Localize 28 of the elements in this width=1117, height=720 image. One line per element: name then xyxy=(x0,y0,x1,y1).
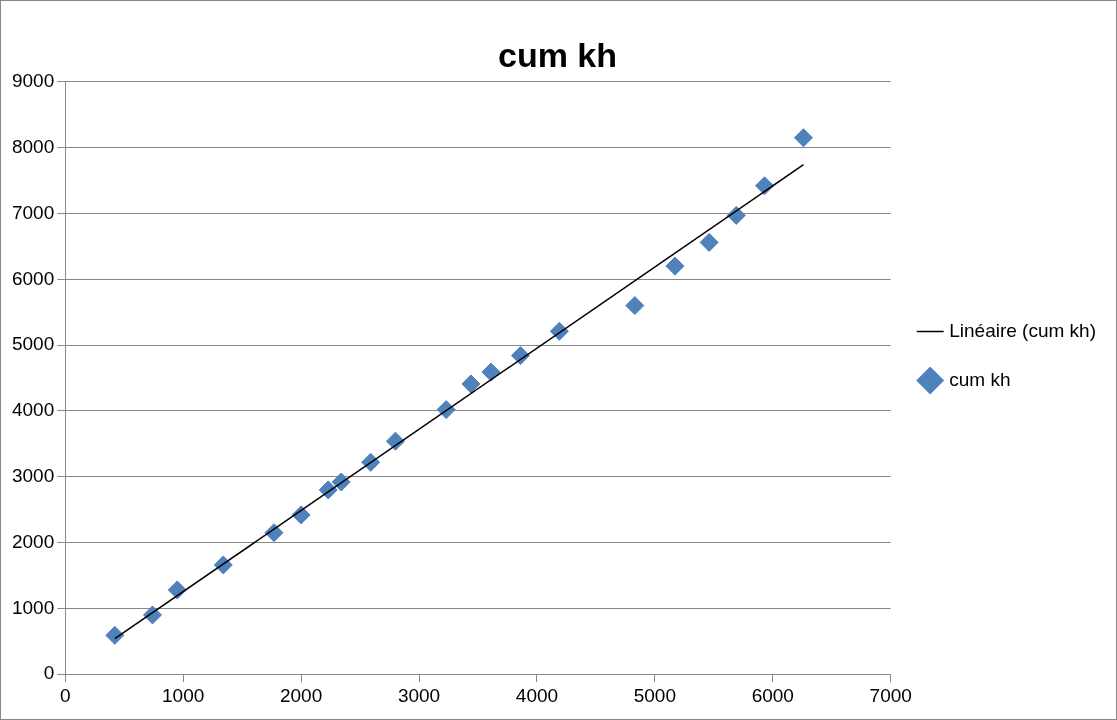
point xyxy=(625,296,645,316)
legend-label: cum kh xyxy=(949,368,1011,390)
y-tick-label: 3000 xyxy=(11,464,55,486)
legend-label: Linéaire (cum kh) xyxy=(949,319,1096,341)
point xyxy=(481,362,501,382)
y-tick-label: 1000 xyxy=(11,596,55,618)
point xyxy=(793,128,813,148)
y-tick-label: 6000 xyxy=(11,267,55,289)
x-tick-label: 1000 xyxy=(162,684,205,706)
x-tick-label: 7000 xyxy=(869,684,912,706)
chart-title: cum kh xyxy=(497,35,618,74)
x-tick-label: 5000 xyxy=(633,684,677,706)
point xyxy=(105,625,125,645)
x-tick-label: 6000 xyxy=(751,684,794,706)
x-tick-label: 0 xyxy=(59,684,71,706)
y-tick-label: 8000 xyxy=(11,135,55,157)
point xyxy=(461,374,481,394)
point xyxy=(665,256,685,276)
x-tick-label: 2000 xyxy=(279,684,323,706)
y-tick-label: 7000 xyxy=(11,201,55,223)
x-tick-label: 4000 xyxy=(515,684,559,706)
y-tick-label: 0 xyxy=(43,662,55,684)
point xyxy=(699,232,719,252)
y-tick-label: 4000 xyxy=(11,399,55,421)
y-tick-label: 9000 xyxy=(11,70,55,92)
y-tick-label: 5000 xyxy=(11,333,55,355)
x-tick-label: 3000 xyxy=(397,684,441,706)
y-tick-label: 2000 xyxy=(11,530,55,552)
